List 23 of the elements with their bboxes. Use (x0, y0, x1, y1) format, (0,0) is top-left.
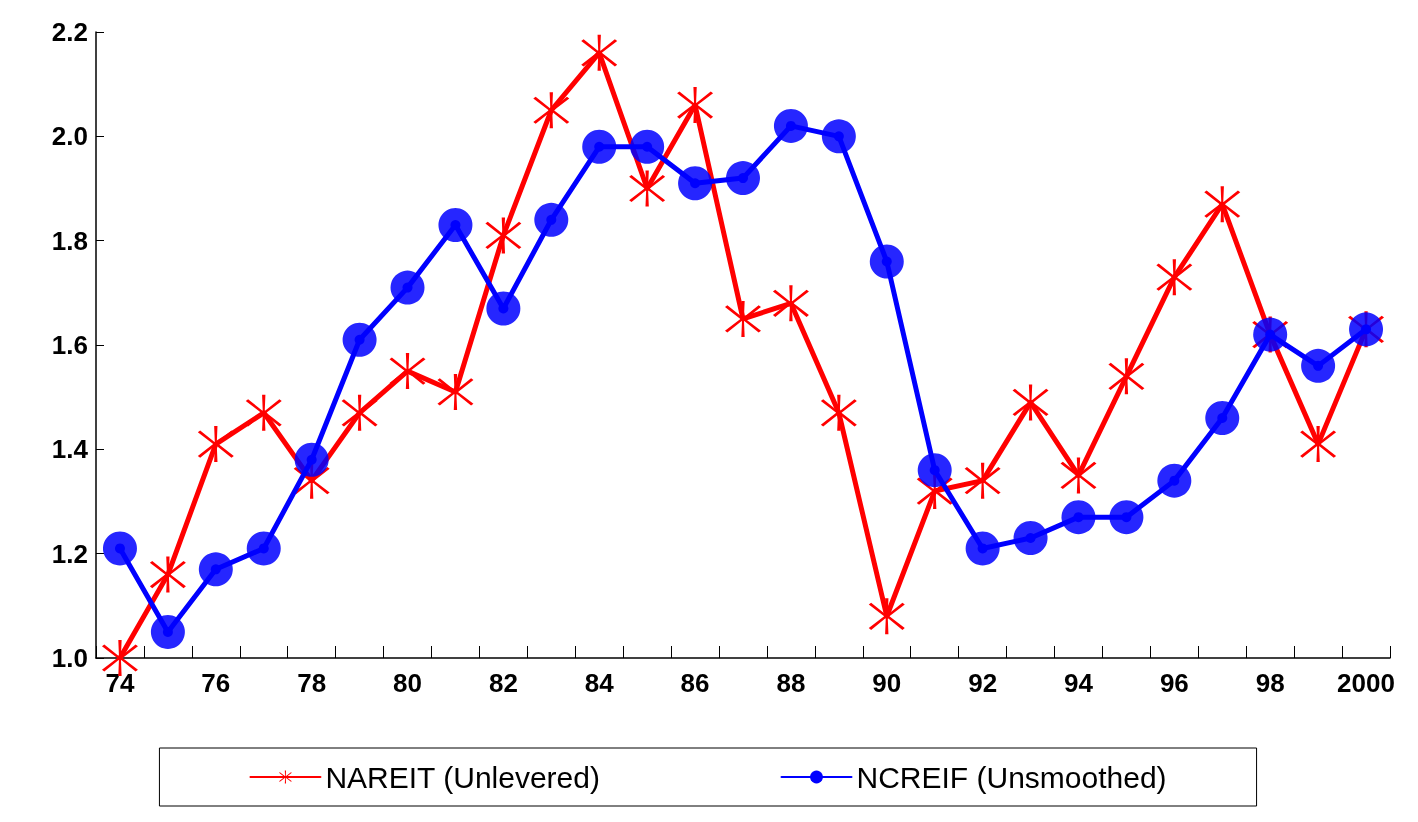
y-tick-label: 1.6 (51, 330, 88, 360)
x-tick-label: 86 (680, 668, 710, 698)
x-tick-label: 92 (968, 668, 998, 698)
legend-label: NCREIF (Unsmoothed) (856, 760, 1167, 794)
x-tick-label: 88 (776, 668, 806, 698)
x-tick-label: 94 (1064, 668, 1094, 698)
x-tick-label: 84 (584, 668, 615, 698)
x-tick-label: 74 (105, 668, 135, 698)
y-tick-label: 1.8 (51, 225, 88, 256)
legend-label: NAREIT (Unlevered) (325, 760, 600, 794)
y-tick-label: 1.0 (51, 643, 88, 673)
x-tick-label: 90 (872, 668, 902, 698)
y-tick-label: 1.2 (51, 538, 88, 569)
x-tick-label: 2000 (1337, 668, 1395, 698)
x-tick-label: 80 (393, 668, 422, 698)
x-tick-label: 82 (488, 668, 518, 698)
y-tick-label: 1.4 (51, 434, 89, 465)
y-tick-label: 2.2 (51, 17, 88, 47)
y-tick-label: 2.0 (51, 121, 88, 152)
x-tick-label: 76 (201, 668, 231, 698)
x-tick-label: 78 (297, 668, 327, 698)
x-tick-label: 98 (1255, 668, 1285, 698)
x-tick-label: 96 (1159, 668, 1189, 698)
